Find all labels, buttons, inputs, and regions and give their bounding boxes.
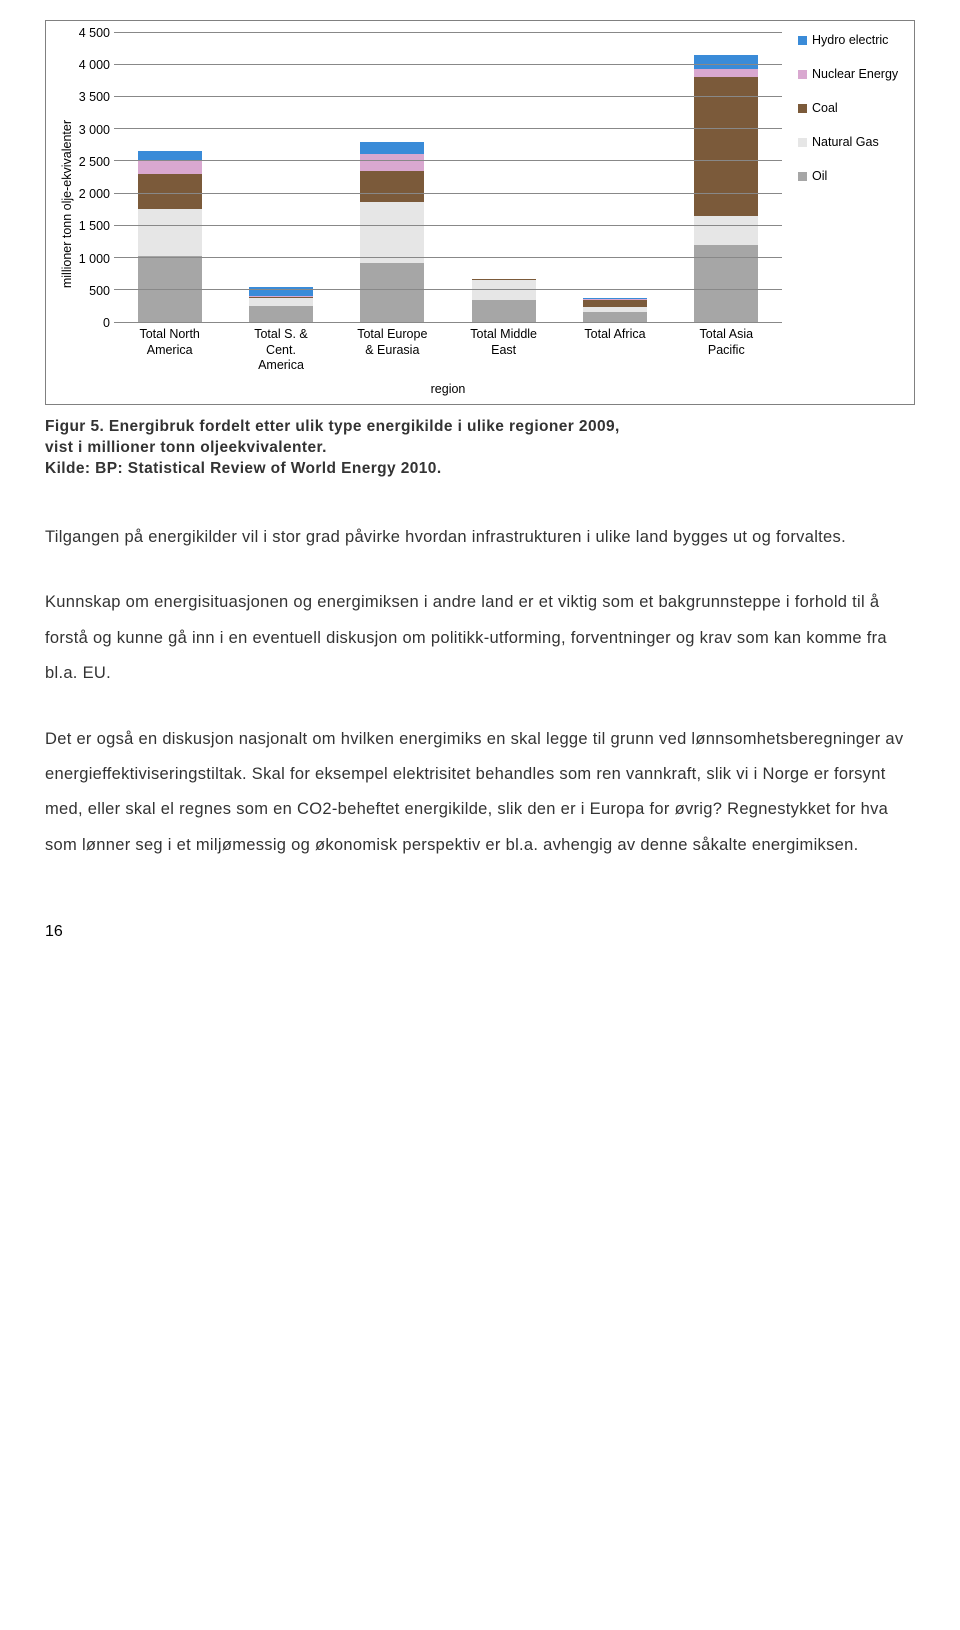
legend-swatch — [798, 172, 807, 181]
chart-frame: millioner tonn olje-ekvivalenter 0 500 1 0… — [45, 20, 915, 405]
legend-label: Natural Gas — [812, 135, 879, 149]
legend-swatch — [798, 36, 807, 45]
bar-segment-gas — [249, 298, 313, 306]
body-text: Tilgangen på energikilder vil i stor gra… — [45, 520, 915, 864]
legend-swatch — [798, 104, 807, 113]
paragraph: Tilgangen på energikilder vil i stor gra… — [45, 520, 915, 555]
y-tick-label: 3 500 — [79, 90, 110, 104]
bar-segment-coal — [694, 77, 758, 216]
stacked-bar — [138, 151, 202, 322]
x-tick-label: Total Africa — [559, 327, 670, 374]
y-tick-label: 2 500 — [79, 155, 110, 169]
legend-label: Nuclear Energy — [812, 67, 898, 81]
chart-inner: millioner tonn olje-ekvivalenter 0 500 1 0… — [58, 33, 902, 396]
bar-segment-oil — [472, 300, 536, 322]
plot-column: 05001 0001 5002 0002 5003 0003 5004 0004… — [74, 33, 782, 396]
grid-line — [114, 289, 782, 290]
bar-segment-gas — [138, 209, 202, 257]
legend-item-nuclear: Nuclear Energy — [798, 67, 902, 81]
legend-label: Hydro electric — [812, 33, 888, 47]
bar-segment-nuclear — [138, 161, 202, 175]
grid-line — [114, 32, 782, 33]
legend-item-oil: Oil — [798, 169, 902, 183]
grid-line — [114, 128, 782, 129]
legend-item-hydro: Hydro electric — [798, 33, 902, 47]
y-tick-label: 0 — [103, 316, 110, 330]
bar-segment-coal — [360, 171, 424, 201]
bar-segment-hydro — [360, 142, 424, 154]
y-axis-title: millioner tonn olje-ekvivalenter — [58, 120, 74, 308]
grid-line — [114, 257, 782, 258]
bar-segment-gas — [694, 216, 758, 245]
y-tick-label: 1 500 — [79, 219, 110, 233]
page-number: 16 — [45, 923, 915, 941]
x-axis-title: region — [114, 382, 782, 396]
bar-segment-oil — [583, 312, 647, 322]
legend-swatch — [798, 70, 807, 79]
bar-segment-oil — [360, 263, 424, 322]
caption-line: Kilde: BP: Statistical Review of World E… — [45, 459, 915, 480]
x-tick-label: Total AsiaPacific — [671, 327, 782, 374]
x-tick-label: Total S. &Cent.America — [225, 327, 336, 374]
bar-segment-oil — [249, 306, 313, 322]
caption-line: vist i millioner tonn oljeekvivalenter. — [45, 438, 915, 459]
paragraph: Det er også en diskusjon nasjonalt om hv… — [45, 722, 915, 864]
stacked-bar — [472, 279, 536, 322]
bar-segment-hydro — [694, 55, 758, 69]
y-tick-label: 2 000 — [79, 187, 110, 201]
grid-line — [114, 160, 782, 161]
legend: Hydro electric Nuclear Energy Coal Natural … — [782, 33, 902, 203]
y-tick-label: 4 500 — [79, 26, 110, 40]
grid-line — [114, 225, 782, 226]
bar-segment-coal — [138, 174, 202, 208]
y-tick-labels: 05001 0001 5002 0002 5003 0003 5004 0004… — [74, 33, 114, 323]
x-tick-label: Total MiddleEast — [448, 327, 559, 374]
grid-line — [114, 96, 782, 97]
bars-row — [114, 33, 782, 322]
bars-area — [114, 33, 782, 323]
grid-line — [114, 64, 782, 65]
caption-line: Figur 5. Energibruk fordelt etter ulik t… — [45, 417, 915, 438]
x-tick-label: Total NorthAmerica — [114, 327, 225, 374]
legend-swatch — [798, 138, 807, 147]
paragraph: Kunnskap om energisituasjonen og energim… — [45, 585, 915, 691]
legend-item-gas: Natural Gas — [798, 135, 902, 149]
legend-item-coal: Coal — [798, 101, 902, 115]
plot-area: 05001 0001 5002 0002 5003 0003 5004 0004… — [74, 33, 782, 323]
bar-segment-gas — [360, 202, 424, 263]
stacked-bar — [360, 142, 424, 322]
bar-segment-coal — [583, 300, 647, 307]
y-tick-label: 500 — [89, 284, 110, 298]
stacked-bar — [583, 298, 647, 322]
legend-label: Coal — [812, 101, 838, 115]
grid-line — [114, 193, 782, 194]
stacked-bar — [694, 55, 758, 322]
y-tick-label: 4 000 — [79, 58, 110, 72]
figure-caption: Figur 5. Energibruk fordelt etter ulik t… — [45, 417, 915, 480]
y-tick-label: 3 000 — [79, 123, 110, 137]
y-tick-label: 1 000 — [79, 252, 110, 266]
x-tick-labels: Total NorthAmericaTotal S. &Cent.America… — [114, 327, 782, 374]
bar-segment-nuclear — [694, 69, 758, 77]
bar-segment-gas — [472, 280, 536, 300]
x-tick-label: Total Europe& Eurasia — [337, 327, 448, 374]
bar-segment-hydro — [138, 151, 202, 161]
stacked-bar — [249, 287, 313, 322]
bar-segment-nuclear — [360, 154, 424, 171]
legend-label: Oil — [812, 169, 827, 183]
